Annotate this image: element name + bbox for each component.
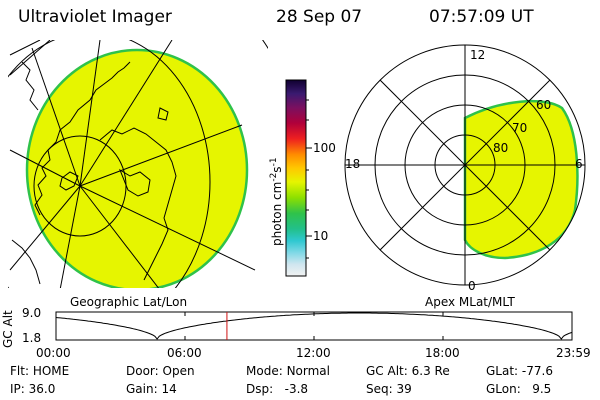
colorbar-unit-label: photon cm-2s-1: [269, 157, 284, 246]
coastline: [11, 61, 177, 285]
colorbar-tick-100: 100: [313, 141, 336, 155]
orbit-x-tick-0000: 00:00: [36, 346, 71, 360]
info-glon: GLon: 9.5: [486, 382, 552, 396]
colorbar-tick-10: 10: [313, 229, 329, 243]
mlat-label-70: 70: [512, 121, 528, 135]
colorbar: [285, 79, 307, 277]
left-aurora-disk: [25, 48, 249, 288]
colorbar-ticks: [306, 99, 312, 259]
orbit-y-tick-low: 1.8: [22, 331, 42, 345]
orbit-x-tick-1200: 12:00: [296, 346, 331, 360]
mlat-label-60: 60: [536, 98, 552, 112]
info-mode: Mode: Normal: [246, 364, 330, 378]
mlt-label-0: 0: [468, 279, 476, 293]
right-map-caption: Apex MLat/MLT: [425, 295, 515, 309]
mlt-label-12: 12: [470, 48, 486, 62]
info-seq: Seq: 39: [366, 382, 412, 396]
mlt-label-18: 18: [345, 157, 361, 171]
orbit-x-tick-0600: 06:00: [167, 346, 202, 360]
mlt-label-6: 6: [575, 157, 583, 171]
info-dsp: Dsp: -3.8: [246, 382, 309, 396]
info-gain: Gain: 14: [126, 382, 177, 396]
info-glat: GLat: -77.6: [486, 364, 553, 378]
mlt-lines: [345, 45, 585, 285]
orbit-ticks: [55, 312, 573, 340]
orbit-x-tick-2359: 23:59: [556, 346, 591, 360]
orbit-y-tick-high: 9.0: [22, 306, 42, 320]
orbit-y-axis-label: GC Alt: [1, 310, 15, 348]
lat-circle-middle: [8, 40, 211, 288]
mlat-label-80: 80: [493, 141, 509, 155]
orbit-x-tick-1800: 18:00: [425, 346, 460, 360]
orbit-panel: [55, 311, 573, 341]
time-label: 07:57:09 UT: [429, 7, 534, 27]
date-label: 28 Sep 07: [276, 7, 363, 27]
info-ip: IP: 36.0: [10, 382, 56, 396]
geographic-map: [8, 40, 268, 288]
instrument-title: Ultraviolet Imager: [18, 7, 172, 27]
info-flight: Flt: HOME: [10, 364, 70, 378]
info-gc-alt: GC Alt: 6.3 Re: [366, 364, 450, 378]
orbit-frame: [55, 311, 573, 341]
gc-altitude-curve: [55, 312, 573, 340]
left-map-caption: Geographic Lat/Lon: [70, 295, 188, 309]
info-door: Door: Open: [126, 364, 195, 378]
apex-map: [344, 44, 586, 286]
